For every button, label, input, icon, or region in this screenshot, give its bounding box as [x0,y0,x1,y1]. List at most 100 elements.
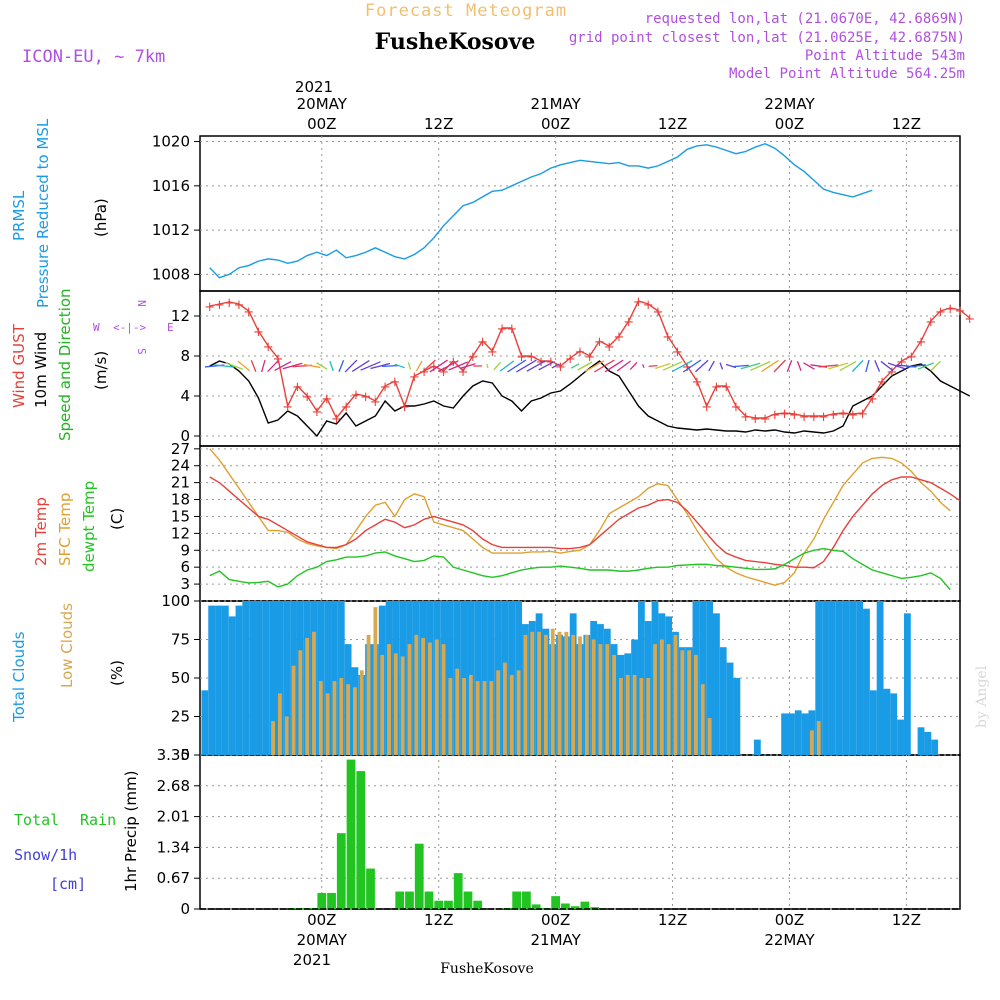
wind-direction-arrow [577,361,593,371]
precipitation-y-tick-label: 3.35 [157,746,190,764]
total-cloud-bar [481,601,488,755]
low-cloud-bar [332,681,337,755]
low-cloud-bar [414,634,419,755]
precip-rain-label: Rain [80,811,116,829]
wind-direction-arrow [880,360,894,372]
compass-arrow: <-|-> [113,321,146,334]
low-cloud-bar [393,653,398,755]
gust-marker: + [204,300,215,315]
low-cloud-bar [673,634,678,755]
wind-direction-arrow [796,361,802,371]
low-cloud-bar [305,637,310,755]
total-cloud-bar [713,613,720,755]
wind-direction-arrow [761,359,779,373]
rain-bar [561,903,570,909]
rain-bar [473,900,483,909]
wind-direction-arrow [344,359,358,373]
gust-marker: + [224,296,235,311]
rain-bar [395,891,405,909]
wind-direction-arrow [351,360,370,372]
wind-direction-arrow [448,361,468,371]
total-cloud-bar [835,601,843,755]
wind-direction-arrow [865,359,870,373]
wind-direction-arrow [662,361,683,371]
low-cloud-bar [809,730,814,755]
low-cloud-bar [653,644,657,755]
wind-direction-arrow [786,360,793,372]
top-time-tick: 12Z [892,115,921,133]
pressure-line [209,142,873,279]
gust-marker: + [448,355,459,370]
temperature-y-tick-label: 9 [180,541,190,559]
precip-panel [199,754,961,910]
wind-direction-arrow [750,361,771,371]
gust-marker: + [409,370,420,385]
total-cloud-bar [917,727,925,755]
total-cloud-bar [788,713,795,755]
low-cloud-bar [448,678,453,755]
model-name: ICON-EU, ~ 7km [22,47,165,67]
low-cloud-bar [339,678,344,755]
low-cloud-bar [625,674,630,755]
low-cloud-bar [543,634,548,755]
wind-direction-arrow [538,361,554,371]
total-cloud-bar [699,601,707,755]
gust-marker: + [458,365,469,380]
top-date-label: 22MAY [764,95,815,113]
low-cloud-bar [455,668,460,755]
low-cloud-bar [659,639,664,755]
total-cloud-bar [474,601,482,755]
gust-marker: + [740,410,751,425]
temperature-y-tick-label: 6 [180,558,190,576]
low-cloud-bar [571,634,576,755]
gust-label: Wind GUST [10,323,28,408]
low-cloud-bar [598,644,603,755]
total-cloud-bar [324,601,332,755]
total-cloud-bar [753,739,761,755]
wind-direction-arrow [316,362,328,370]
gust-marker: + [877,375,888,390]
gust-marker: + [370,395,381,410]
compass-legend: N <-|-> W E S [93,300,174,355]
pressure-y-tick-label: 1008 [152,265,190,283]
low-cloud-bar [707,718,712,755]
gust-marker: + [272,352,283,367]
low-cloud-bar [462,678,466,755]
gust-marker: + [769,408,780,423]
bottom-time-tick: 00Z [775,911,804,929]
sfc-temp-label: SFC Temp [56,493,74,566]
gust-marker: + [808,410,819,425]
rain-bar [366,868,375,909]
gust-marker: + [575,345,586,360]
gust-marker: + [633,295,644,310]
low-cloud-bar [564,631,569,755]
gust-marker: + [263,340,274,355]
gust-marker: + [925,315,936,330]
low-cloud-bar [441,644,446,755]
wind-direction-arrow [594,359,615,373]
pressure-y-tick-label: 1016 [152,177,190,195]
low-cloud-bar [612,654,617,755]
total-cloud-bar [215,605,222,755]
gust-marker: + [789,408,800,423]
low-cloud-bar [578,636,582,755]
footer-station: FusheKosove [440,961,534,977]
gust-marker: + [867,392,878,407]
wind-direction-arrow [267,360,279,372]
wind-direction-arrow [382,364,398,368]
rain-bar [522,891,531,909]
low-cloud-bar [503,662,507,755]
rain-bar [346,759,356,909]
gust-marker: + [292,380,303,395]
total-cloud-bar [924,731,932,755]
top-time-tick: 00Z [775,115,804,133]
rain-bar [317,892,327,909]
wind-direction-arrow [338,359,345,373]
precipitation-y-tick-label: 2.68 [157,777,190,795]
total-cloud-bar [794,710,802,755]
wind-direction-arrow [773,359,787,373]
low-cloud-bar [639,678,644,755]
low-cloud-bar [380,654,385,755]
low-cloud-bar [271,721,275,755]
wind-direction-arrow [438,360,459,372]
